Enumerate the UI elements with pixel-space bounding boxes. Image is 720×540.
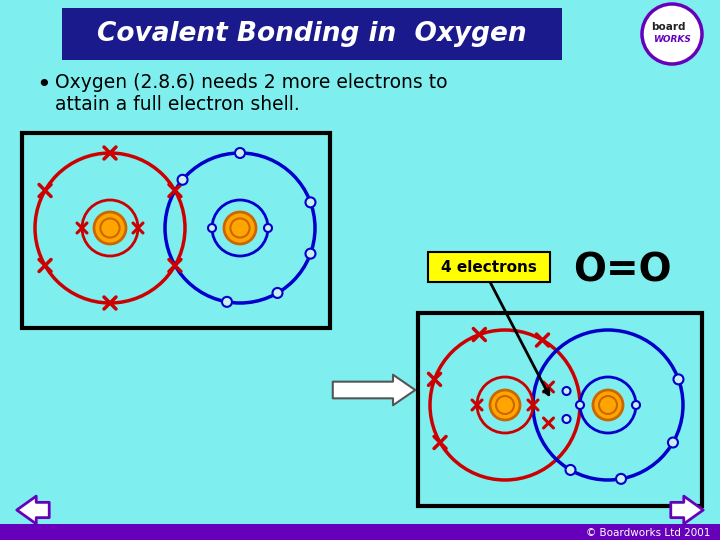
Circle shape <box>642 4 702 64</box>
FancyArrowPatch shape <box>671 496 703 524</box>
Text: 4 electrons: 4 electrons <box>441 260 537 274</box>
FancyBboxPatch shape <box>0 524 720 540</box>
Circle shape <box>565 465 575 475</box>
Text: O=O: O=O <box>572 251 671 289</box>
FancyBboxPatch shape <box>428 252 550 282</box>
Text: attain a full electron shell.: attain a full electron shell. <box>55 95 300 114</box>
Circle shape <box>94 212 126 244</box>
FancyArrowPatch shape <box>17 496 49 524</box>
Circle shape <box>562 387 570 395</box>
Circle shape <box>235 148 245 158</box>
Text: Covalent Bonding in  Oxygen: Covalent Bonding in Oxygen <box>97 21 527 47</box>
Text: board: board <box>651 22 685 32</box>
Circle shape <box>178 175 187 185</box>
Text: •: • <box>36 73 50 97</box>
FancyBboxPatch shape <box>22 133 330 328</box>
Circle shape <box>673 374 683 384</box>
Circle shape <box>490 390 520 420</box>
Circle shape <box>224 212 256 244</box>
Circle shape <box>562 415 570 423</box>
Circle shape <box>668 437 678 448</box>
Circle shape <box>305 248 315 259</box>
Circle shape <box>576 401 584 409</box>
Circle shape <box>264 224 272 232</box>
Text: Oxygen (2.8.6) needs 2 more electrons to: Oxygen (2.8.6) needs 2 more electrons to <box>55 73 448 92</box>
Circle shape <box>593 390 623 420</box>
Circle shape <box>272 288 282 298</box>
Circle shape <box>305 197 315 207</box>
Text: WORKS: WORKS <box>653 36 691 44</box>
Circle shape <box>208 224 216 232</box>
FancyArrowPatch shape <box>333 375 415 406</box>
FancyBboxPatch shape <box>418 313 702 506</box>
FancyBboxPatch shape <box>62 8 562 60</box>
Circle shape <box>632 401 640 409</box>
Circle shape <box>222 297 232 307</box>
Circle shape <box>616 474 626 484</box>
Text: © Boardworks Ltd 2001: © Boardworks Ltd 2001 <box>585 528 710 538</box>
